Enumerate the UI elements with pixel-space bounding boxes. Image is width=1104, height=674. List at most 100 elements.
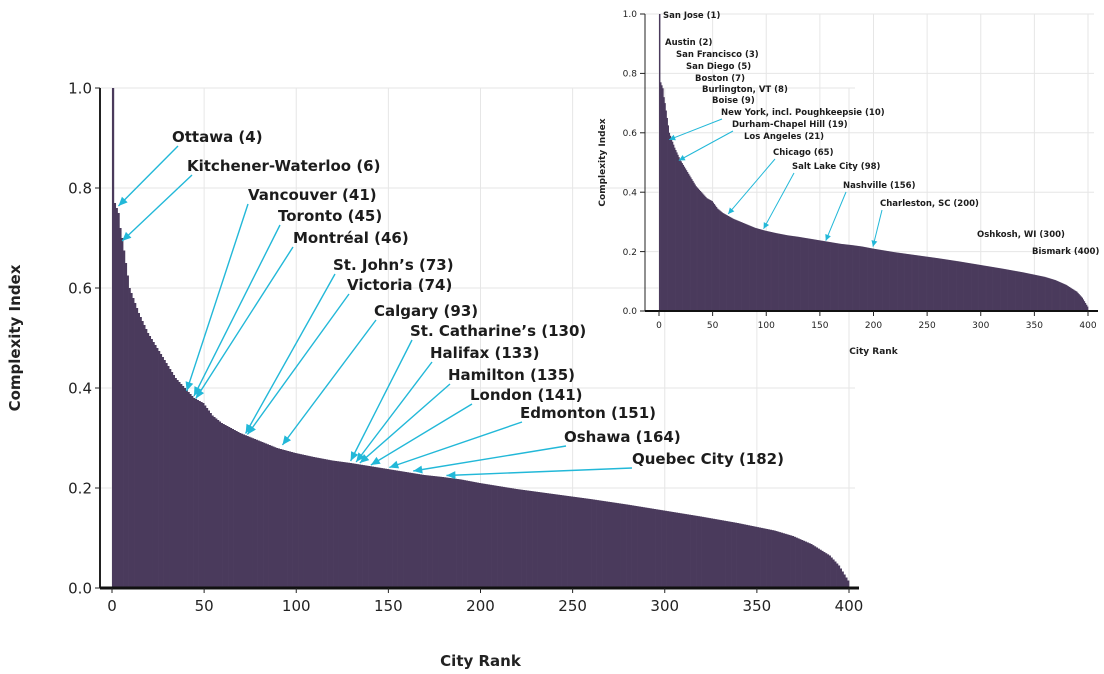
bar [355,463,358,588]
bar [158,351,161,588]
bar [1021,272,1023,311]
bar [347,462,351,588]
bar [1071,288,1074,311]
bar [556,494,559,588]
bar [733,218,735,311]
bar [390,469,393,588]
bar [130,293,133,588]
bar [988,266,990,311]
bar [633,505,636,588]
bar [1077,292,1079,311]
bar [264,443,268,588]
bar [720,211,722,311]
annotation-arrowhead [669,134,676,141]
bar [248,436,251,588]
bar [1066,285,1068,311]
bar [237,432,240,588]
bar [819,240,822,311]
bar [1019,271,1021,311]
bar [757,228,760,311]
bar [200,402,203,588]
annotation-arrow [195,246,294,399]
bar [986,266,988,311]
bar [742,222,745,311]
bar [1036,275,1038,311]
bar [834,561,837,588]
bar [471,481,474,588]
bar [487,484,491,588]
bar [926,256,928,311]
bar [364,465,367,588]
bar [989,266,991,311]
bar [726,215,728,311]
bar [850,245,853,311]
bar [626,504,629,588]
bar [902,253,904,311]
y-tick-label: 0.0 [623,307,638,317]
bar [940,258,942,311]
bar [624,504,627,588]
bar [711,201,713,311]
bar [788,235,791,311]
bar [753,526,756,589]
bar [778,233,780,311]
bar [912,254,914,311]
bar [329,460,332,588]
bar [500,486,503,588]
bar [764,230,766,311]
bar [843,244,845,311]
annotation-arrowhead [763,222,770,229]
bar [785,235,787,311]
bar [844,244,846,311]
bar [771,530,774,589]
bar [1033,274,1035,311]
annotation-label: Austin (2) [665,38,712,48]
bar [872,248,874,311]
bar [863,246,866,311]
bar [807,238,809,311]
bar [301,454,304,588]
bar [708,518,712,589]
bar [901,253,903,311]
bar [703,517,706,588]
bar [296,453,299,588]
annotation-arrow [678,130,734,161]
bar [873,248,875,311]
bar [594,499,597,588]
bar [1057,281,1060,311]
bar [839,568,842,588]
bar [421,474,424,588]
bar [156,348,159,588]
annotation-label: Vancouver (41) [248,186,377,204]
y-tick-label: 0.0 [68,579,92,597]
bar [793,236,795,311]
bar [404,472,408,588]
bar [717,209,720,311]
bar [964,262,967,311]
annotation-arrow [872,209,883,247]
bar [124,263,128,588]
bar [886,250,888,311]
annotation-arrow [244,273,336,434]
bar [840,243,842,311]
bar [451,478,454,588]
bar [682,164,685,311]
bar [817,240,820,311]
bar [804,541,807,588]
bar [349,463,352,588]
bar [716,208,719,311]
annotation-arrow [281,319,377,446]
bar [810,238,812,311]
bar [699,191,702,311]
bar [644,507,647,588]
bar [768,231,770,311]
bar [848,244,851,311]
bar [305,455,308,588]
annotation-label: Ottawa (4) [172,128,263,146]
bar [778,532,782,588]
bar [456,479,459,588]
bar [539,492,542,588]
annotation-arrow [185,203,249,392]
bar [773,232,776,311]
bar [704,195,706,311]
